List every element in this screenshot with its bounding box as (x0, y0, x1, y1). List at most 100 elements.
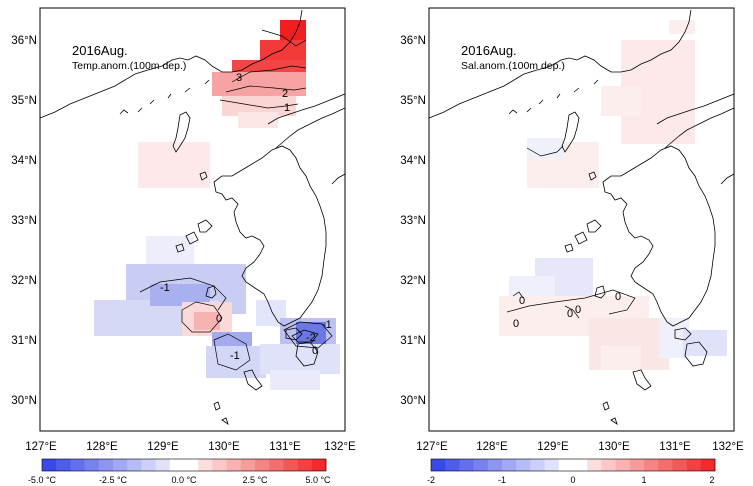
colorbar-swatch (42, 459, 57, 471)
y-tick-label: 31°N (400, 335, 426, 347)
contour-label: -1 (160, 282, 170, 294)
colorbar-label: 2 (709, 475, 714, 485)
contour-label: 0 (615, 291, 621, 303)
colorbar-swatch (311, 459, 327, 471)
y-tick-label: 34°N (400, 155, 426, 167)
colorbar-label: -1 (498, 475, 506, 485)
y-tick-label: 32°N (400, 275, 426, 287)
y-tick-label: 31°N (11, 335, 37, 347)
colorbar-swatch (516, 459, 531, 471)
colorbar-swatch (459, 459, 474, 471)
contour-label: 3 (236, 72, 242, 84)
x-tick-label: 130°E (208, 441, 240, 453)
panel-title: 2016Aug. (461, 43, 517, 58)
x-tick-label: 131°E (269, 441, 301, 453)
temperature-contour-labels: 3 2 1 -1 0 -1 -2 -1 0 (160, 72, 332, 362)
temperature-anomaly-field (94, 20, 340, 390)
salinity-contour-labels: 0 0 0 0 0 (513, 291, 621, 330)
temperature-contours (139, 29, 333, 371)
colorbar-swatch (558, 459, 574, 471)
colorbar-swatch (70, 459, 85, 471)
map-frame (39, 7, 346, 432)
colorbar-swatch (487, 459, 503, 471)
map-frame (428, 7, 735, 432)
colorbar-swatch (431, 459, 446, 471)
salinity-contours (506, 145, 636, 319)
y-tick-label: 35°N (11, 95, 37, 107)
colorbar-swatch (141, 459, 156, 471)
x-tick-label: 129°E (147, 441, 179, 453)
contour-label: 0 (519, 295, 525, 307)
colorbar-label: -5.0 °C (28, 475, 57, 485)
colorbar-swatch (269, 459, 284, 471)
contour-label: 2 (282, 88, 288, 100)
salinity-anomaly-field (499, 20, 727, 370)
colorbar-swatch (240, 459, 256, 471)
right-x-axis: 127°E 128°E 129°E 130°E 131°E 132°E (416, 441, 744, 453)
x-tick-label: 128°E (476, 441, 508, 453)
contour-label: -2 (306, 332, 316, 344)
temperature-panel: 3 2 1 -1 0 -1 -2 -1 0 2016Aug. Temp.anom… (39, 7, 346, 432)
colorbar-swatch (212, 459, 227, 471)
colorbar-swatch (672, 459, 687, 471)
colorbar-label: -2 (427, 475, 435, 485)
salinity-panel: 0 0 0 0 0 2016Aug. Sal.anom.(100m dep.) (428, 7, 735, 432)
left-y-axis: 36°N 35°N 34°N 33°N 32°N 31°N 30°N (11, 35, 37, 407)
colorbar-swatch (644, 459, 659, 471)
contour-label: -1 (230, 350, 240, 362)
x-tick-label: 127°E (25, 441, 57, 453)
temperature-colorbar: -5.0 °C -2.5 °C 0.0 °C 2.5 °C 5.0 °C (28, 458, 331, 485)
colorbar-swatch (98, 459, 114, 471)
colorbar-swatch (113, 459, 128, 471)
contour-label: 1 (284, 102, 290, 114)
panel-subtitle: Sal.anom.(100m dep.) (461, 60, 565, 72)
colorbar-swatch (283, 459, 298, 471)
colorbar-swatch (587, 459, 602, 471)
colorbar-swatch (445, 459, 460, 471)
colorbar-label: 2.5 °C (242, 475, 268, 485)
y-tick-label: 30°N (400, 395, 426, 407)
y-tick-label: 34°N (11, 155, 37, 167)
x-tick-label: 129°E (537, 441, 569, 453)
y-tick-label: 36°N (400, 35, 426, 47)
contour-label: 0 (216, 313, 222, 325)
colorbar-swatch (255, 459, 270, 471)
colorbar-swatch (127, 459, 142, 471)
contour-label: 0 (575, 304, 581, 316)
colorbar-swatch (184, 459, 199, 471)
colorbar-label: 5.0 °C (305, 475, 331, 485)
colorbar-swatch (502, 459, 517, 471)
colorbar-label: -2.5 °C (99, 475, 128, 485)
colorbar-swatch (297, 459, 313, 471)
colorbar-label: 0 (570, 475, 575, 485)
colorbar-swatch (226, 459, 242, 471)
colorbar-swatch (473, 459, 489, 471)
colorbar-swatch (615, 459, 631, 471)
panel-subtitle: Temp.anom.(100m dep.) (72, 60, 186, 72)
x-tick-label: 128°E (86, 441, 118, 453)
contour-label: 0 (567, 308, 573, 320)
colorbar-swatches (42, 459, 327, 471)
colorbar-swatch (84, 459, 100, 471)
contour-label: 0 (312, 345, 318, 357)
x-tick-label: 132°E (324, 441, 356, 453)
y-tick-label: 35°N (400, 95, 426, 107)
contour-label: -1 (322, 319, 332, 331)
y-tick-label: 33°N (400, 215, 426, 227)
colorbar-swatch (198, 459, 213, 471)
colorbar-swatch (658, 459, 673, 471)
colorbar-swatch (601, 459, 616, 471)
colorbar-swatch (686, 459, 702, 471)
x-tick-label: 130°E (598, 441, 630, 453)
colorbar-swatch (573, 459, 588, 471)
salinity-colorbar: -2 -1 0 1 2 (427, 458, 716, 485)
right-y-axis: 36°N 35°N 34°N 33°N 32°N 31°N 30°N (400, 35, 426, 407)
x-tick-label: 132°E (712, 441, 744, 453)
colorbar-label: 0.0 °C (171, 475, 197, 485)
contour-label: 0 (513, 318, 519, 330)
x-tick-label: 127°E (416, 441, 448, 453)
y-tick-label: 36°N (11, 35, 37, 47)
y-tick-label: 33°N (11, 215, 37, 227)
colorbar-label: 1 (641, 475, 646, 485)
